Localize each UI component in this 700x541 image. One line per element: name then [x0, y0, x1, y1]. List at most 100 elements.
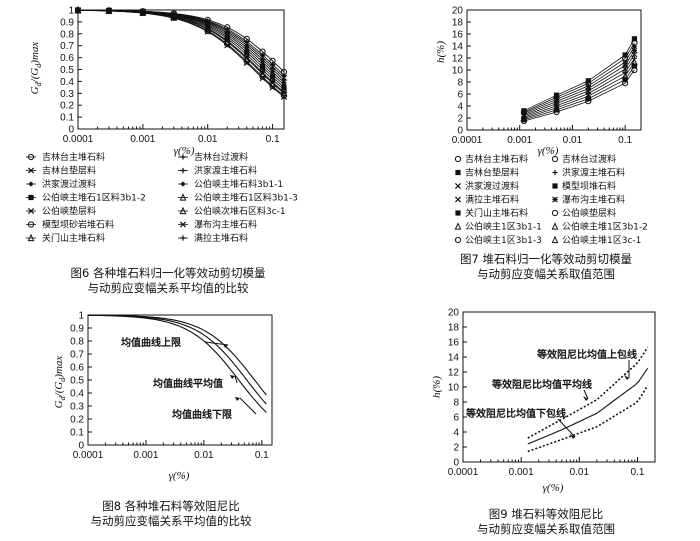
series-line: [527, 346, 649, 439]
y-tick-label: 8: [453, 398, 459, 409]
legend-marker: [180, 154, 186, 160]
data-point: [243, 59, 250, 66]
series-line: [78, 9, 285, 98]
legend-label: 洪家渡过渡料: [42, 178, 96, 190]
data-point: [105, 8, 112, 15]
data-point: [631, 47, 638, 54]
y-tick-label: 0.8: [70, 337, 84, 348]
legend-marker: [454, 222, 462, 230]
series-annotation: 等效阻尼比均值下包线: [466, 407, 566, 420]
y-tick-label: 0.7: [70, 350, 84, 361]
legend-label: 满拉主堆石料: [194, 232, 248, 244]
annotation-arrow: [557, 418, 576, 438]
legend-label: 吉林台过渡料: [194, 151, 248, 163]
y-tick-label: 0.5: [70, 376, 84, 387]
legend-label: 公伯峡主1区3b1-1: [465, 221, 542, 233]
arrow-head: [570, 434, 575, 439]
y-tick-label: 2: [457, 114, 463, 125]
y-tick-label: 6: [457, 90, 463, 101]
annotation-arrow: [239, 397, 257, 415]
figure-caption: 与动剪应变幅关系平均值的比较: [88, 281, 249, 295]
x-tick-label: 0.01: [198, 134, 218, 145]
arrow-head: [583, 396, 588, 401]
data-point: [224, 41, 231, 48]
x-tick-label: 0.0001: [73, 450, 104, 461]
y-tick-label: 4: [453, 428, 459, 439]
figure-caption: 与动剪应变幅关系取值范围: [477, 267, 615, 281]
figure-caption: 与动剪应变幅关系平均值的比较: [91, 514, 252, 528]
figure-caption: 图8 各种堆石料等效阻尼比: [102, 499, 239, 513]
legend-label: 公伯峡主堆石料3b1-1: [194, 178, 283, 190]
series-line: [77, 9, 285, 94]
x-axis-label: γ(%): [538, 145, 559, 157]
series-line: [87, 314, 267, 405]
y-tick-label: 0.1: [70, 428, 84, 439]
series-line: [87, 314, 267, 413]
figure-9: 0 2 4 6 8 10 12 14 16 18 20 0.0001 0.001 0.01 0.1 h(%) γ…: [431, 308, 656, 536]
legend-marker: [27, 167, 35, 174]
y-tick-label: 16: [452, 30, 464, 41]
y-axis-label: h(%): [435, 41, 447, 63]
series-annotation: 等效阻尼比均值平均线: [492, 378, 592, 391]
legend-label: 公伯峡主堆1区3c-1: [562, 234, 641, 246]
data-point: [74, 7, 82, 14]
y-tick-label: 0.6: [60, 53, 74, 64]
annotation-arrow: [583, 389, 589, 400]
arrow-head: [235, 397, 240, 401]
legend-label: 模型坝堆石料: [562, 180, 616, 192]
data-point: [259, 75, 266, 82]
data-point: [139, 10, 146, 17]
x-tick-label: 0.001: [509, 467, 534, 478]
y-tick-label: 0.1: [60, 113, 74, 124]
x-axis-label: γ(%): [543, 482, 564, 494]
y-tick-label: 18: [448, 323, 460, 334]
legend-label: 吉林台主堆石料: [465, 153, 528, 165]
x-tick-label: 0.1: [266, 134, 280, 145]
data-point: [553, 92, 560, 98]
data-point: [622, 77, 628, 83]
y-tick-label: 0.5: [60, 65, 74, 76]
arrow-head: [230, 375, 235, 379]
series-line: [527, 367, 649, 445]
x-tick-label: 0.0001: [452, 135, 483, 146]
data-point: [631, 55, 638, 61]
data-point: [269, 84, 276, 91]
data-point: [631, 63, 638, 69]
legend-marker: [27, 207, 35, 215]
y-tick-label: 0.4: [60, 77, 74, 88]
y-tick-label: 4: [457, 102, 463, 113]
y-tick-label: 16: [448, 338, 460, 349]
legend-marker: [180, 167, 186, 174]
series-line: [77, 9, 285, 86]
legend-marker: [551, 209, 559, 217]
x-tick-label: 0.001: [130, 134, 155, 145]
legend-label: 瀑布沟主堆石料: [194, 219, 257, 231]
legend-label: 洪家渡主堆石料: [194, 165, 257, 177]
series-annotation: 等效阻尼比均值上包线: [537, 348, 637, 361]
legend-marker: [179, 193, 187, 201]
legend-label: 公伯峡主堆石1区料3b1-3: [194, 192, 298, 204]
legend-marker: [179, 206, 187, 215]
legend-marker: [454, 182, 462, 190]
y-tick-label: 1: [78, 311, 84, 322]
data-point: [204, 27, 211, 34]
data-point: [280, 92, 288, 99]
figure-caption: 图9 堆石料等效阻尼比: [489, 507, 603, 521]
legend-marker: [551, 155, 559, 163]
legend-label: 模型坝砂岩堆石料: [42, 219, 114, 231]
legend-marker: [28, 194, 34, 201]
y-axis-label: Gd/(Gd)max: [53, 356, 67, 409]
data-point: [269, 82, 276, 90]
x-tick-label: 0.0001: [63, 134, 94, 145]
y-tick-label: 0.7: [60, 41, 74, 52]
y-tick-label: 0.9: [70, 324, 84, 335]
figure-caption: 图7 堆石料归一化等效动剪切模量: [460, 252, 632, 266]
series-annotation: 均值曲线平均值: [153, 377, 223, 390]
y-tick-label: 0.2: [60, 101, 74, 112]
legend-label: 吉林台垫层料: [465, 167, 519, 179]
data-point: [171, 13, 177, 19]
y-tick-label: 20: [448, 308, 460, 319]
legend-label: 关门山主堆石料: [465, 207, 528, 219]
series-line: [78, 9, 285, 91]
y-tick-label: 0.2: [70, 415, 84, 426]
